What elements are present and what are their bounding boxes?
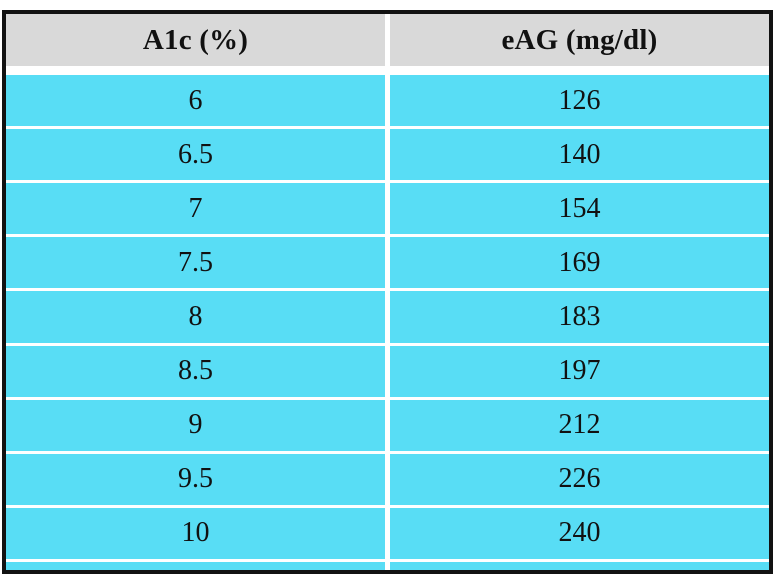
eag-value-cell: 226 xyxy=(390,453,769,505)
a1c-value-cell: 9 xyxy=(6,399,385,451)
table-row: 6 126 xyxy=(6,75,769,127)
a1c-value-cell: 9.5 xyxy=(6,453,385,505)
column-divider xyxy=(385,183,390,235)
column-divider xyxy=(385,453,390,505)
column-header-eag: eAG (mg/dl) xyxy=(390,14,769,66)
column-divider xyxy=(385,75,390,127)
column-divider xyxy=(385,399,390,451)
column-divider xyxy=(385,291,390,343)
eag-value-cell: 240 xyxy=(390,507,769,559)
a1c-value-cell: 8 xyxy=(6,291,385,343)
a1c-value-cell: 7 xyxy=(6,183,385,235)
column-divider xyxy=(385,237,390,289)
conversion-table: A1c (%) eAG (mg/dl) 6 126 6.5 140 7 154 … xyxy=(2,10,773,574)
table-footer-sliver xyxy=(6,561,769,570)
eag-value-cell: 140 xyxy=(390,129,769,181)
table-row: 6.5 140 xyxy=(6,129,769,181)
a1c-value-cell: 10 xyxy=(6,507,385,559)
column-divider xyxy=(385,345,390,397)
a1c-value-cell: 6.5 xyxy=(6,129,385,181)
eag-value-cell: 169 xyxy=(390,237,769,289)
table-row: 10 240 xyxy=(6,507,769,559)
table-header-row: A1c (%) eAG (mg/dl) xyxy=(6,14,769,66)
column-divider xyxy=(385,129,390,181)
eag-value-cell: 154 xyxy=(390,183,769,235)
header-separator xyxy=(6,66,769,75)
column-divider xyxy=(385,14,390,66)
eag-value-cell: 212 xyxy=(390,399,769,451)
sliver-cell xyxy=(390,561,769,570)
sliver-cell xyxy=(6,561,385,570)
column-divider xyxy=(385,507,390,559)
table-row: 7.5 169 xyxy=(6,237,769,289)
eag-value-cell: 183 xyxy=(390,291,769,343)
table-row: 8.5 197 xyxy=(6,345,769,397)
column-divider xyxy=(385,561,390,570)
table-row: 8 183 xyxy=(6,291,769,343)
eag-value-cell: 197 xyxy=(390,345,769,397)
table-row: 9 212 xyxy=(6,399,769,451)
a1c-value-cell: 8.5 xyxy=(6,345,385,397)
table-row: 7 154 xyxy=(6,183,769,235)
a1c-value-cell: 6 xyxy=(6,75,385,127)
eag-value-cell: 126 xyxy=(390,75,769,127)
table-body: 6 126 6.5 140 7 154 7.5 169 8 183 8.5 19… xyxy=(6,75,769,570)
table-row: 9.5 226 xyxy=(6,453,769,505)
column-header-a1c: A1c (%) xyxy=(6,14,385,66)
a1c-value-cell: 7.5 xyxy=(6,237,385,289)
